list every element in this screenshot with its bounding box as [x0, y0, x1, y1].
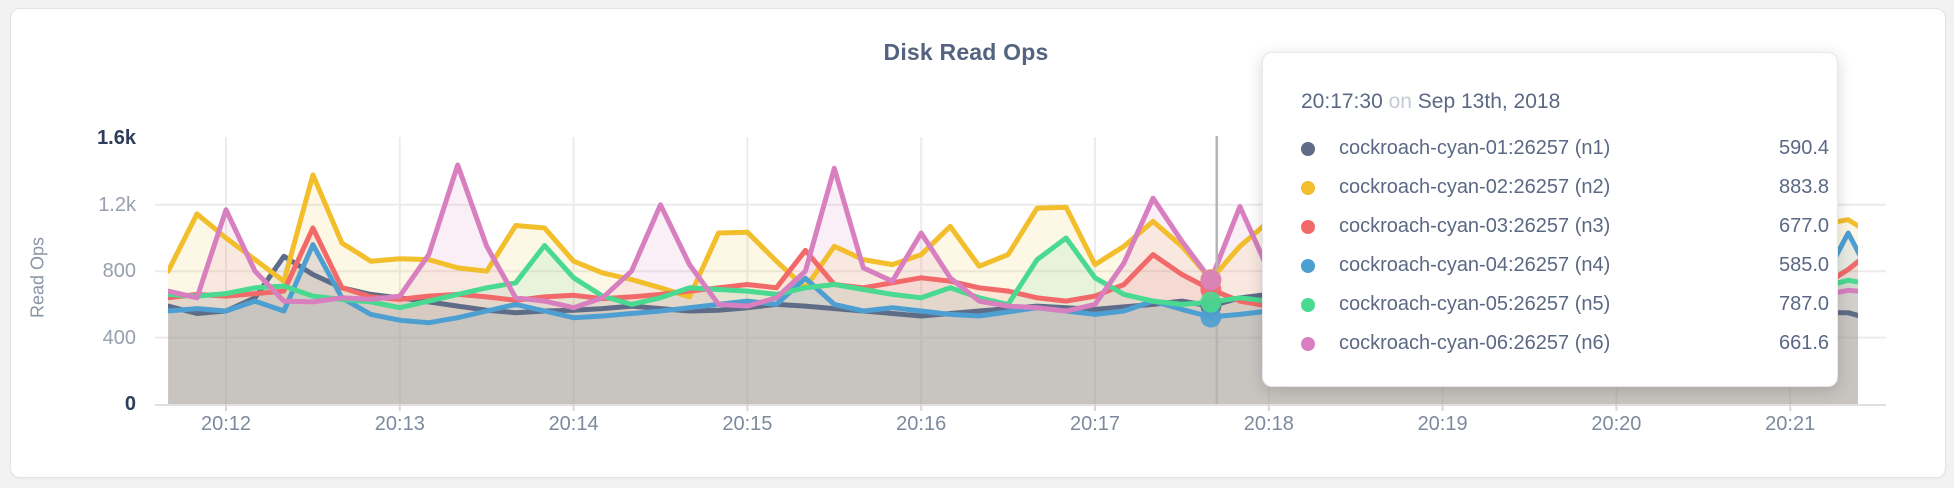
x-tick-label-20:20: 20:20	[1591, 413, 1642, 435]
x-tick-label-20:19: 20:19	[1417, 413, 1468, 435]
x-tick-label-20:15: 20:15	[722, 413, 773, 435]
tooltip-row-n2: cockroach-cyan-02:26257 (n2) 883.8	[1301, 168, 1837, 207]
tooltip-header: 20:17:30 on Sep 13th, 2018	[1301, 87, 1837, 117]
y-tick-label-400: 400	[102, 326, 136, 349]
tooltip-time: 20:17:30	[1301, 90, 1383, 113]
x-tick-label-20:12: 20:12	[200, 413, 252, 435]
hover-dot-n5	[1200, 291, 1222, 313]
x-tick-label-20:14: 20:14	[548, 413, 599, 435]
x-tick-label-20:18: 20:18	[1243, 413, 1294, 435]
series-name: cockroach-cyan-02:26257 (n2)	[1339, 176, 1611, 198]
series-name: cockroach-cyan-03:26257 (n3)	[1339, 215, 1611, 237]
tooltip-row-n3: cockroach-cyan-03:26257 (n3) 677.0	[1301, 207, 1837, 246]
hover-dot-n6	[1200, 269, 1222, 291]
series-name: cockroach-cyan-04:26257 (n4)	[1339, 254, 1611, 276]
series-value: 585.0	[1779, 254, 1830, 276]
tooltip-date: Sep 13th, 2018	[1417, 90, 1561, 113]
series-value: 661.6	[1779, 332, 1830, 354]
y-tick-label-1.6k: 1.6k	[97, 127, 136, 150]
series-name: cockroach-cyan-05:26257 (n5)	[1339, 293, 1611, 315]
series-color-dot	[1301, 141, 1315, 156]
y-tick-label-800: 800	[102, 260, 136, 283]
tooltip-row-n5: cockroach-cyan-05:26257 (n5) 787.0	[1301, 285, 1837, 324]
tooltip-rows: cockroach-cyan-01:26257 (n1) 590.4 cockroa…	[1301, 129, 1837, 363]
series-value: 677.0	[1779, 215, 1830, 237]
series-value: 787.0	[1779, 293, 1830, 315]
x-tick-label-20:17: 20:17	[1069, 413, 1121, 435]
tooltip-conjunction: on	[1388, 90, 1412, 113]
hover-dot-n4	[1200, 306, 1222, 328]
series-color-dot	[1301, 180, 1315, 195]
tooltip-row-n1: cockroach-cyan-01:26257 (n1) 590.4	[1301, 129, 1837, 168]
hover-tooltip: 20:17:30 on Sep 13th, 2018 cockroach-cya…	[1262, 52, 1838, 387]
x-tick-label-20:16: 20:16	[896, 413, 947, 435]
series-color-dot	[1301, 258, 1315, 273]
chart-title: Disk Read Ops	[883, 39, 1049, 65]
y-tick-label-1.2k: 1.2k	[98, 193, 136, 216]
tooltip-row-n4: cockroach-cyan-04:26257 (n4) 585.0	[1301, 246, 1837, 285]
x-tick-label-20:21: 20:21	[1765, 413, 1816, 435]
y-tick-label-0: 0	[124, 393, 136, 415]
series-color-dot	[1301, 219, 1315, 234]
tooltip-row-n6: cockroach-cyan-06:26257 (n6) 661.6	[1301, 324, 1837, 363]
x-tick-label-20:13: 20:13	[374, 413, 425, 435]
series-value: 590.4	[1779, 137, 1830, 159]
series-name: cockroach-cyan-01:26257 (n1)	[1339, 137, 1611, 159]
series-value: 883.8	[1779, 176, 1830, 198]
series-name: cockroach-cyan-06:26257 (n6)	[1339, 332, 1611, 354]
series-color-dot	[1301, 297, 1315, 312]
series-color-dot	[1301, 336, 1315, 351]
